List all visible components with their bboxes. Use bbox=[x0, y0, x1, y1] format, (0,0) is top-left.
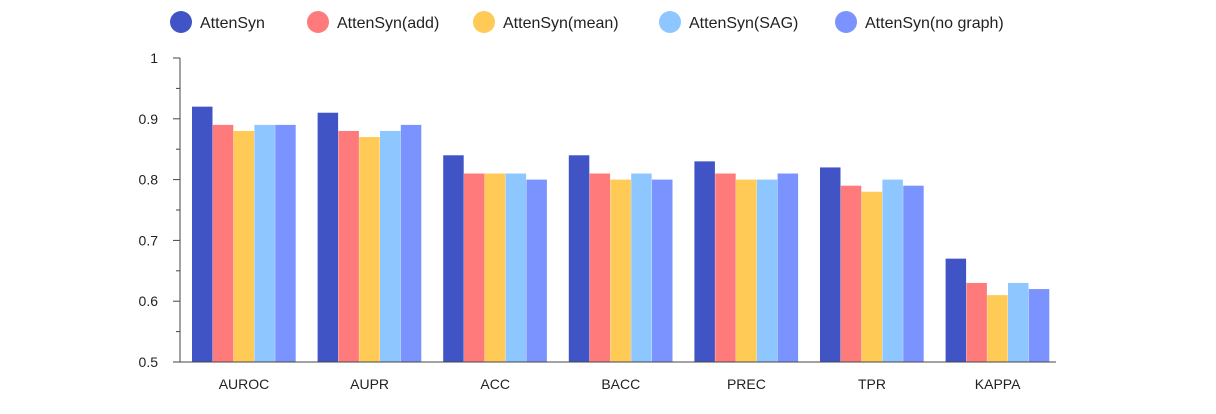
x-tick-label-bacc: BACC bbox=[601, 376, 640, 392]
bar-prec-series-1 bbox=[694, 161, 715, 362]
bar-kappa-series-5 bbox=[1028, 289, 1050, 362]
legend-label-5: AttenSyn(no graph) bbox=[865, 15, 1004, 32]
bar-aupr-series-5 bbox=[400, 124, 422, 362]
bar-tpr-series-3 bbox=[861, 191, 883, 362]
bar-aupr-series-4 bbox=[380, 130, 401, 362]
bar-acc-series-1 bbox=[443, 155, 464, 362]
bar-kappa-series-1 bbox=[945, 258, 967, 362]
bar-aupr-series-2 bbox=[338, 130, 359, 362]
bar-auroc-series-2 bbox=[212, 124, 234, 362]
legend: AttenSyn AttenSyn(add) AttenSyn(mean) Atten… bbox=[170, 11, 1004, 33]
bar-acc-series-2 bbox=[464, 173, 485, 362]
bar-tpr-series-1 bbox=[820, 167, 841, 362]
legend-swatch-5 bbox=[835, 11, 857, 33]
bar-bacc-series-4 bbox=[631, 173, 652, 362]
y-tick-label: 0.6 bbox=[139, 293, 159, 309]
legend-swatch-1 bbox=[170, 11, 192, 33]
y-axis: 0.5 0.6 0.7 0.8 0.9 1 bbox=[139, 50, 181, 370]
legend-swatch-3 bbox=[473, 11, 495, 33]
bar-tpr-series-5 bbox=[903, 185, 924, 362]
legend-label-4: AttenSyn(SAG) bbox=[689, 15, 798, 32]
bar-kappa-series-4 bbox=[1008, 282, 1029, 362]
x-axis: AUROC AUPR ACC BACC PREC TPR KAPPA bbox=[180, 361, 1056, 392]
bar-aupr-series-3 bbox=[359, 137, 380, 362]
y-tick-label: 0.7 bbox=[139, 232, 159, 248]
bar-acc-series-5 bbox=[526, 179, 547, 362]
x-tick-label-tpr: TPR bbox=[858, 376, 886, 392]
bar-tpr-series-4 bbox=[882, 179, 903, 362]
bar-prec-series-4 bbox=[756, 179, 778, 362]
y-tick-label: 0.5 bbox=[139, 354, 159, 370]
legend-label-1: AttenSyn bbox=[200, 15, 265, 32]
bar-tpr-series-2 bbox=[840, 185, 862, 362]
bar-auroc-series-3 bbox=[233, 130, 255, 362]
bar-prec-series-2 bbox=[715, 173, 736, 362]
bar-acc-series-3 bbox=[484, 173, 506, 362]
bar-prec-series-5 bbox=[777, 173, 799, 362]
legend-swatch-2 bbox=[307, 11, 329, 33]
bar-auroc-series-4 bbox=[254, 124, 275, 362]
legend-label-2: AttenSyn(add) bbox=[337, 15, 439, 32]
y-tick-label: 1 bbox=[150, 50, 158, 66]
bar-bacc-series-5 bbox=[652, 179, 673, 362]
legend-swatch-4 bbox=[659, 11, 681, 33]
bar-prec-series-3 bbox=[736, 179, 757, 362]
x-tick-label-kappa: KAPPA bbox=[975, 376, 1021, 392]
bar-kappa-series-2 bbox=[966, 282, 987, 362]
bar-aupr-series-1 bbox=[317, 112, 339, 362]
bar-acc-series-4 bbox=[505, 173, 527, 362]
x-tick-label-prec: PREC bbox=[727, 376, 766, 392]
bar-auroc-series-5 bbox=[275, 124, 296, 362]
x-tick-label-aupr: AUPR bbox=[350, 376, 389, 392]
bar-bacc-series-3 bbox=[610, 179, 631, 362]
y-tick-label: 0.9 bbox=[139, 111, 159, 127]
x-tick-label-acc: ACC bbox=[480, 376, 510, 392]
bar-bacc-series-1 bbox=[568, 155, 590, 362]
bars bbox=[192, 106, 1050, 362]
bar-bacc-series-2 bbox=[589, 173, 611, 362]
y-tick-label: 0.8 bbox=[139, 172, 159, 188]
bar-auroc-series-1 bbox=[192, 106, 213, 362]
legend-label-3: AttenSyn(mean) bbox=[503, 15, 619, 32]
bar-kappa-series-3 bbox=[987, 295, 1008, 362]
x-tick-label-auroc: AUROC bbox=[219, 376, 270, 392]
